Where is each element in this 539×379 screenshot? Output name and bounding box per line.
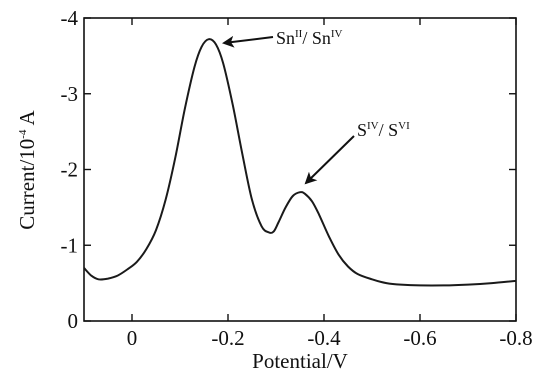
x-tick-label: -0.4 (307, 326, 341, 350)
annotation-base2: Sn (312, 28, 331, 48)
x-tick-label: -0.2 (211, 326, 244, 350)
y-axis-ticks: 0 -1 -2 -3 -4 (61, 6, 516, 333)
x-axis-title: Potential/V (252, 349, 348, 373)
y-tick-label: 0 (68, 309, 79, 333)
annotation-sep: / (302, 28, 312, 48)
annotation-sup1: II (295, 28, 303, 40)
annotation-arrow (304, 135, 355, 185)
y-axis-title: Current/10-4 A (15, 109, 39, 229)
annotation-sup2: IV (331, 28, 343, 40)
x-tick-label: 0 (127, 326, 138, 350)
annotation-base1: S (357, 120, 367, 140)
x-tick-label: -0.6 (403, 326, 436, 350)
plot-frame (83, 17, 517, 322)
annotation-sup1: IV (367, 120, 379, 132)
y-axis-title-unit: A (15, 109, 39, 129)
annotation-arrow (222, 35, 274, 48)
annotation-label: SIV/ SVI (357, 120, 410, 140)
x-tick-label: -0.8 (499, 326, 532, 350)
annotation-sep: / (379, 120, 389, 140)
current-potential-curve (83, 38, 517, 287)
annotation-sup2: VI (398, 120, 410, 132)
annotation-base1: Sn (276, 28, 295, 48)
x-axis-ticks: 0 -0.2 -0.4 -0.6 -0.8 (127, 18, 533, 350)
annotation-base2: S (388, 120, 398, 140)
y-tick-label: -3 (61, 82, 79, 106)
annotation-label: SnII/ SnIV (276, 28, 343, 48)
y-tick-label: -1 (61, 233, 79, 257)
y-tick-label: -2 (61, 158, 79, 182)
y-axis-title-exponent: -4 (17, 129, 29, 139)
y-tick-label: -4 (61, 6, 79, 30)
y-axis-title-base: Current/10 (15, 139, 39, 230)
